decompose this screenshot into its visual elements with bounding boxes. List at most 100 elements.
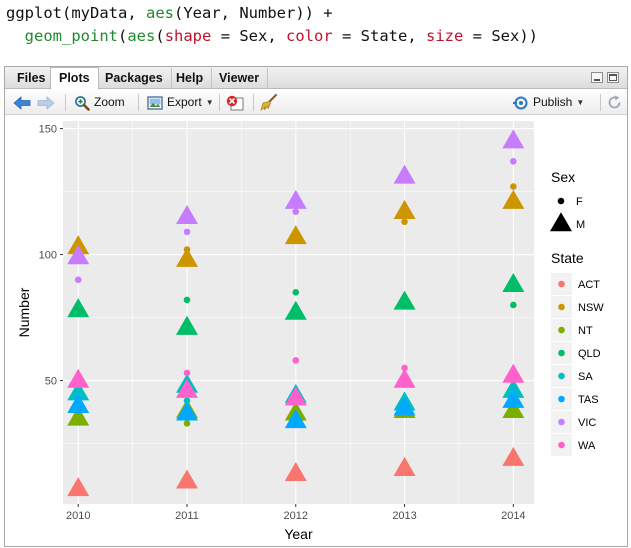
- data-point-circle: [510, 158, 517, 165]
- data-point-triangle: [393, 396, 416, 416]
- code-token: color: [286, 27, 333, 45]
- pane-tab-bar: Files Plots Packages Help Viewer: [5, 67, 627, 90]
- data-point-triangle: [67, 368, 90, 388]
- data-point-triangle: [67, 393, 90, 413]
- code-token: aes: [127, 27, 156, 45]
- zoom-label: Zoom: [94, 95, 125, 109]
- legend-key-circle: [557, 197, 565, 205]
- data-point-triangle: [502, 129, 525, 149]
- x-axis-title: Year: [284, 526, 313, 542]
- legend-label: F: [576, 196, 583, 208]
- data-point-circle: [74, 276, 82, 284]
- legend-key-circle: [558, 372, 565, 380]
- code-token: ggplot: [6, 4, 62, 22]
- tab-help[interactable]: Help: [168, 68, 213, 89]
- legend-label: NSW: [578, 302, 604, 314]
- code-line-1: ggplot(myData, aes(Year, Number)) +: [6, 4, 333, 22]
- toolbar-separator: [65, 94, 66, 111]
- export-menu-button[interactable]: Export ▼: [147, 93, 214, 112]
- code-token: (myData,: [62, 4, 146, 22]
- data-point-triangle: [284, 461, 307, 482]
- data-point-triangle: [284, 189, 307, 209]
- broom-icon: [260, 94, 277, 111]
- legend-label: ACT: [578, 279, 600, 291]
- legend-label: TAS: [578, 394, 599, 406]
- data-point-triangle: [284, 409, 307, 429]
- zoom-button[interactable]: Zoom: [74, 93, 125, 112]
- plots-toolbar: Zoom Export ▼: [5, 90, 627, 115]
- publish-label: Publish: [533, 95, 573, 109]
- data-point-triangle: [502, 272, 525, 293]
- plot-axes: 50 100 150 2010 2011 2012 2013 2014: [39, 124, 526, 522]
- data-point-triangle: [176, 247, 199, 267]
- maximize-pane-icon[interactable]: [607, 72, 619, 83]
- legend-key-circle: [558, 441, 565, 449]
- back-button[interactable]: [13, 93, 31, 112]
- toolbar-separator: [600, 94, 601, 111]
- data-point-triangle: [284, 300, 307, 320]
- publish-menu-button[interactable]: Publish ▼: [513, 93, 584, 112]
- data-point-triangle: [176, 469, 199, 489]
- scatter-chart: 50 100 150 2010 2011 2012 2013 2014 Year Number…: [16, 121, 604, 542]
- legend-key-triangle: [550, 212, 572, 232]
- data-point-circle: [183, 420, 191, 427]
- code-token: aes: [146, 4, 174, 22]
- toolbar-separator: [138, 94, 139, 111]
- data-point-triangle: [502, 398, 525, 419]
- forward-button[interactable]: [37, 93, 55, 112]
- legend-label: M: [576, 219, 585, 231]
- chevron-down-icon: ▼: [205, 98, 214, 107]
- export-image-icon: [147, 95, 163, 110]
- data-point-triangle: [393, 199, 416, 219]
- tab-plots[interactable]: Plots: [50, 67, 99, 90]
- legend-title-sex: Sex: [551, 169, 575, 185]
- code-token: (: [118, 27, 128, 45]
- legend-label: SA: [578, 371, 593, 383]
- data-point-triangle: [393, 290, 416, 310]
- refresh-button[interactable]: [607, 93, 622, 112]
- data-point-triangle: [67, 477, 90, 497]
- legend-label: WA: [578, 440, 596, 452]
- code-line-2: geom_point(aes(shape = Sex, color = Stat…: [6, 27, 538, 45]
- data-point-circle: [183, 296, 191, 304]
- data-point-circle: [292, 208, 300, 216]
- magnifier-icon: [75, 95, 90, 111]
- code-token: shape: [164, 27, 212, 45]
- remove-plot-icon: [226, 95, 244, 110]
- clear-plots-button[interactable]: [260, 93, 278, 112]
- data-point-circle: [292, 289, 300, 296]
- tab-files[interactable]: Files: [9, 68, 55, 89]
- legend-key-circle: [558, 395, 565, 403]
- tab-viewer[interactable]: Viewer: [211, 68, 269, 89]
- remove-plot-button[interactable]: [226, 93, 244, 112]
- arrow-left-icon: [13, 95, 31, 110]
- data-point-triangle: [284, 386, 307, 406]
- export-label: Export: [167, 95, 202, 109]
- data-point-triangle: [502, 446, 525, 466]
- refresh-icon: [608, 95, 621, 109]
- plot-points: [67, 129, 525, 497]
- tab-packages[interactable]: Packages: [97, 68, 172, 89]
- data-point-circle: [510, 301, 517, 309]
- data-point-triangle: [176, 315, 199, 335]
- x-tick-label: 2013: [392, 510, 416, 522]
- code-token: [6, 27, 25, 45]
- data-point-circle: [510, 183, 517, 190]
- legend-key-circle: [558, 418, 565, 426]
- legend-key-circle: [558, 280, 565, 288]
- data-point-triangle: [502, 363, 525, 383]
- minimize-pane-icon[interactable]: [591, 72, 603, 83]
- data-point-circle: [401, 364, 408, 372]
- data-point-circle: [183, 228, 191, 236]
- data-point-triangle: [67, 381, 90, 401]
- data-point-triangle: [393, 164, 416, 184]
- y-tick-label: 150: [39, 124, 57, 136]
- legend-title-state: State: [551, 250, 584, 266]
- y-axis-title: Number: [16, 287, 32, 337]
- data-point-triangle: [284, 225, 307, 245]
- y-tick-label: 100: [39, 250, 57, 262]
- code-token: size: [426, 27, 464, 45]
- data-point-triangle: [67, 406, 90, 426]
- data-point-circle: [183, 369, 191, 377]
